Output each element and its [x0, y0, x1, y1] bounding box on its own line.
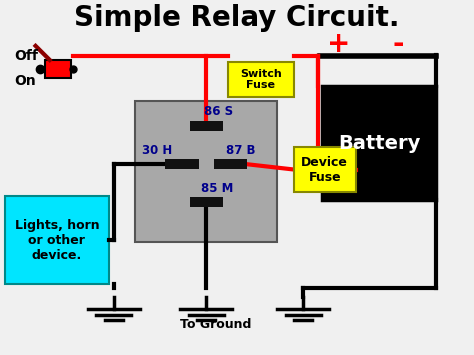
FancyBboxPatch shape	[5, 196, 109, 284]
Text: To Ground: To Ground	[180, 318, 251, 332]
FancyBboxPatch shape	[135, 100, 277, 242]
FancyBboxPatch shape	[214, 159, 247, 169]
Text: -: -	[392, 30, 404, 58]
Text: Simple Relay Circuit.: Simple Relay Circuit.	[74, 4, 400, 32]
FancyBboxPatch shape	[165, 159, 199, 169]
Text: Battery: Battery	[338, 133, 420, 153]
FancyBboxPatch shape	[45, 60, 71, 78]
FancyBboxPatch shape	[322, 87, 436, 200]
Text: 86 S: 86 S	[204, 105, 233, 119]
Text: 30 H: 30 H	[142, 143, 172, 157]
Text: 85 M: 85 M	[201, 182, 234, 195]
Text: Switch
Fuse: Switch Fuse	[240, 69, 282, 90]
FancyBboxPatch shape	[294, 147, 356, 192]
Text: Lights, horn
or other
device.: Lights, horn or other device.	[15, 219, 99, 262]
Text: Off: Off	[14, 49, 38, 64]
Text: Device
Fuse: Device Fuse	[301, 155, 348, 184]
Text: +: +	[327, 30, 351, 58]
Text: 87 B: 87 B	[226, 143, 255, 157]
FancyBboxPatch shape	[228, 62, 294, 97]
Text: On: On	[14, 74, 36, 88]
FancyBboxPatch shape	[190, 197, 223, 207]
FancyBboxPatch shape	[190, 121, 223, 131]
